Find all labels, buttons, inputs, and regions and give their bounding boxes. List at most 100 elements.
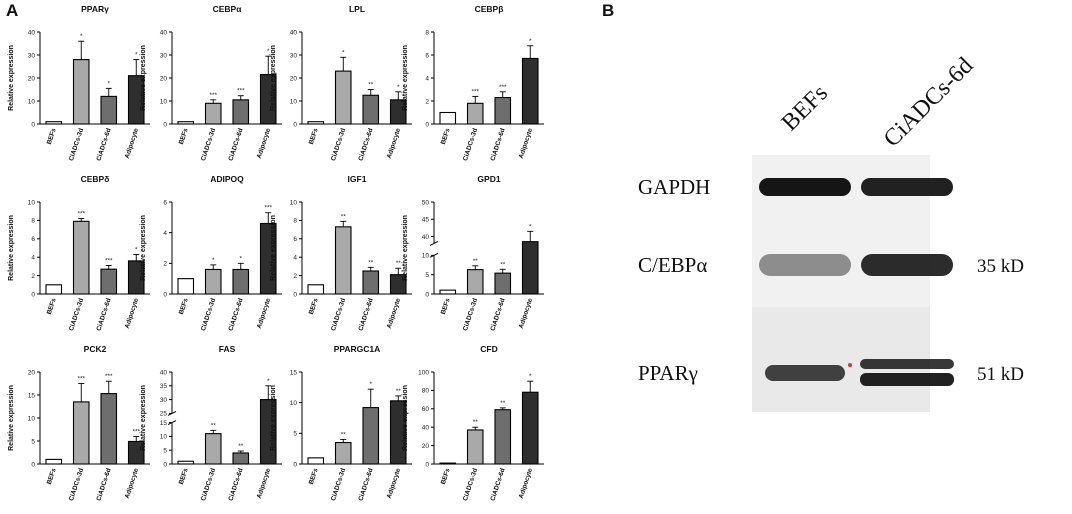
bar [439,462,457,465]
y-tick-label: 20 [28,75,36,82]
y-tick-label: 10 [28,98,36,105]
bar [177,278,195,295]
y-tick-label: 10 [290,98,298,105]
x-tick-label: BEFs [440,297,452,315]
significance-label: *** [209,92,217,99]
x-tick-label: Adipocyte [124,297,140,329]
y-tick-label: 0 [163,121,167,128]
protein-band [861,178,953,196]
chart-title: ADIPOQ [210,174,244,184]
bar [439,289,457,295]
significance-label: *** [105,373,113,380]
bar [45,458,63,465]
y-tick-label: 40 [422,425,430,432]
chart-cebpδ: CEBPδ Relative expression 0 2 4 6 8 10 BEFs *** Ci… [8,174,150,332]
lane-label: CiADCs-6d [879,53,978,152]
bar [204,268,222,295]
y-tick-label: 60 [422,406,430,413]
protein-label: GAPDH [638,175,710,199]
x-tick-label: BEFs [46,297,58,315]
chart-title: FAS [219,344,236,354]
x-tick-label: CiADCs-6d [228,467,245,501]
significance-label: * [239,255,242,262]
x-tick-label: Adipocyte [124,127,140,159]
y-tick-label: 80 [422,388,430,395]
bar [362,94,380,125]
y-tick-label: 100 [418,369,429,376]
significance-label: *** [105,257,113,264]
y-tick-label: 0 [163,291,167,298]
significance-label: * [529,373,532,380]
x-tick-label: CiADCs-6d [228,297,245,331]
significance-label: * [529,38,532,45]
y-axis-label: Relative expression [270,385,277,451]
lane-label: BEFs [777,80,833,136]
significance-label: * [267,48,270,55]
bar [72,59,90,125]
y-tick-label: 0 [293,121,297,128]
y-tick-label: 45 [422,217,430,224]
bar [45,121,63,125]
protein-band [765,365,845,381]
bar [307,284,325,295]
significance-label: * [212,257,215,264]
y-tick-label: 10 [290,400,298,407]
bar [362,270,380,295]
x-tick-label: CiADCs-3d [200,467,217,501]
significance-label: ** [500,261,506,268]
bar [466,102,484,125]
x-tick-label: CiADCs-6d [96,127,113,161]
x-tick-label: BEFs [440,467,452,485]
y-tick-label: 5 [31,438,35,445]
protein-band [759,178,851,196]
y-axis-label: Relative expression [402,385,409,451]
significance-label: * [369,381,372,388]
x-tick-label: CiADCs-3d [68,467,85,501]
bar [204,433,222,465]
x-tick-label: CiADCs-6d [490,467,507,501]
y-tick-label: 5 [425,272,429,279]
y-tick-label: 6 [163,199,167,206]
y-tick-label: 20 [290,75,298,82]
significance-label: *** [471,88,479,95]
x-tick-label: CiADCs-3d [68,297,85,331]
bar [72,220,90,295]
y-tick-label: 30 [28,52,36,59]
significance-label: * [267,378,270,385]
bar [307,121,325,125]
chart-title: GPD1 [477,174,500,184]
significance-label: ** [500,400,506,407]
significance-label: ** [396,260,402,267]
x-tick-label: CiADCs-3d [330,467,347,501]
bar [521,391,539,465]
y-tick-label: 40 [28,29,36,36]
protein-band [860,359,954,369]
y-axis-label: Relative expression [270,215,277,281]
y-tick-label: 4 [163,230,167,237]
y-tick-label: 2 [163,261,167,268]
bar [100,393,118,465]
chart-pck2: PCK2 Relative expression 0 5 10 15 20 BEFs *** Ci… [8,344,150,502]
y-tick-label: 4 [425,75,429,82]
protein-label: C/EBPα [638,253,707,277]
bar [494,409,512,465]
x-tick-label: CiADCs-6d [358,467,375,501]
x-tick-label: CiADCs-6d [96,467,113,501]
y-tick-label: 4 [293,255,297,262]
x-tick-label: Adipocyte [256,297,272,329]
significance-label: *** [237,88,245,95]
y-tick-label: 30 [160,397,168,404]
y-axis-label: Relative expression [402,215,409,281]
protein-band [759,254,851,276]
x-tick-label: Adipocyte [256,467,272,499]
x-tick-label: CiADCs-6d [490,127,507,161]
y-axis-label: Relative expression [140,215,147,281]
x-tick-label: BEFs [46,127,58,145]
x-tick-label: BEFs [46,467,58,485]
y-tick-label: 5 [163,448,167,455]
significance-label: * [135,52,138,59]
bar [494,272,512,295]
y-axis-label: Relative expression [8,215,15,281]
y-tick-label: 2 [293,273,297,280]
